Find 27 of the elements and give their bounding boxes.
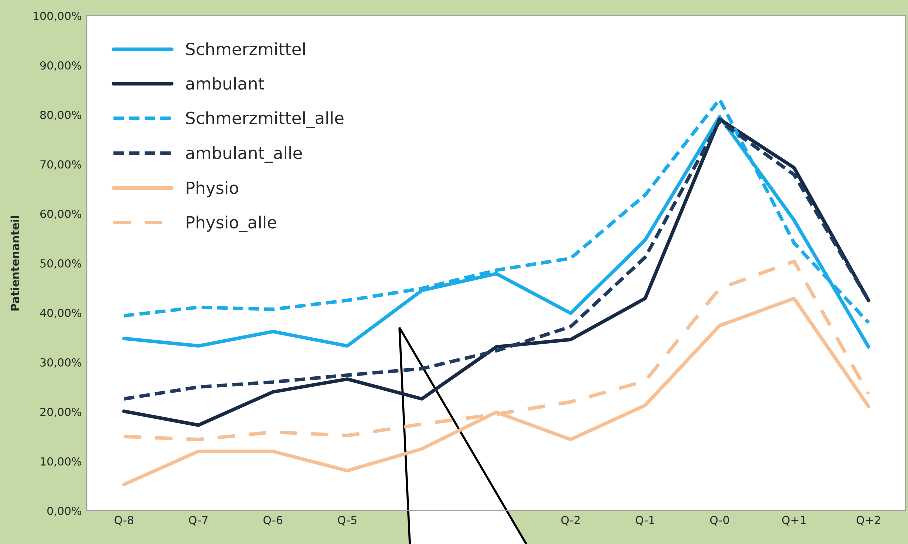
- x-tick-label: Q-6: [264, 516, 282, 526]
- legend-label: ambulant: [186, 77, 264, 90]
- legend-label: Schmerzmittel_alle: [186, 112, 344, 128]
- x-tick-label: Q-5: [338, 516, 357, 526]
- y-tick-label: 40,00%: [40, 308, 82, 319]
- x-tick-label: Q-7: [189, 516, 208, 526]
- legend-label: Physio_alle: [186, 216, 276, 233]
- x-tick-label: Q+1: [782, 516, 806, 526]
- x-tick-label: Q-8: [114, 516, 134, 526]
- y-tick-label: 80,00%: [40, 110, 82, 121]
- y-tick-label: 70,00%: [40, 160, 82, 170]
- y-tick-label: 30,00%: [40, 358, 82, 368]
- y-tick-label: 10,00%: [40, 457, 82, 468]
- x-tick-label: Q-0: [710, 516, 730, 526]
- x-tick-label: Q-2: [562, 516, 580, 526]
- y-tick-label: 20,00%: [40, 408, 82, 418]
- y-tick-label: 100,00%: [34, 12, 82, 22]
- y-tick-label: 60,00%: [40, 210, 82, 220]
- y-axis-title: Patientenanteil: [10, 216, 20, 311]
- y-tick-label: 0,00%: [48, 506, 82, 517]
- y-tick-label: 50,00%: [40, 259, 82, 270]
- legend-label: Schmerzmittel: [186, 42, 305, 56]
- legend-label: ambulant_alle: [186, 146, 302, 164]
- y-tick-label: 90,00%: [40, 61, 82, 72]
- x-tick-label: Q-1: [636, 516, 654, 526]
- x-tick-label: Q+2: [856, 516, 880, 526]
- legend-label: Physio: [186, 181, 238, 198]
